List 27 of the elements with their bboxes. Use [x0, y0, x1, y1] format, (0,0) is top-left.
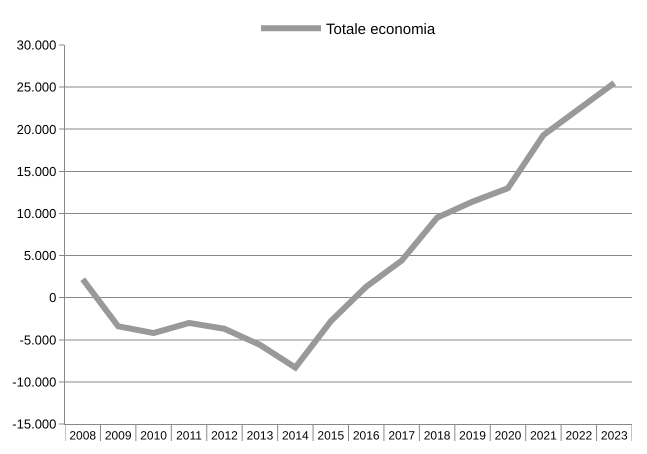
x-tick-label: 2009	[104, 428, 132, 442]
x-tick-label: 2020	[494, 428, 522, 442]
x-tick-label: 2018	[424, 428, 451, 442]
y-tick-label: 5.000	[24, 248, 56, 264]
y-tick-label: 25.000	[16, 80, 56, 95]
x-tick-label: 2021	[530, 428, 558, 442]
x-tick-label: 2016	[352, 428, 380, 442]
y-tick-label: 10.000	[16, 206, 56, 221]
y-tick-label: 30.000	[16, 38, 56, 53]
x-tick-label: 2008	[69, 428, 96, 442]
x-tick-label: 2011	[176, 428, 202, 442]
x-tick-label: 2017	[388, 428, 416, 442]
x-tick-label: 2019	[459, 428, 486, 442]
y-tick-label: 0	[49, 290, 56, 306]
x-tick-label: 2022	[565, 428, 593, 442]
y-tick-label: 15.000	[16, 164, 56, 179]
y-tick-label: -10.000	[12, 374, 56, 390]
y-tick-label: -15.000	[12, 416, 56, 432]
y-tick-label: 20.000	[16, 122, 56, 137]
y-tick-label: -5.000	[20, 332, 56, 348]
x-tick-label: 2023	[600, 428, 628, 442]
x-tick-label: 2015	[317, 428, 344, 442]
legend-label: Totale economia	[326, 21, 436, 38]
x-tick-label: 2012	[211, 428, 238, 442]
x-tick-label: 2010	[140, 428, 168, 442]
x-tick-label: 2013	[246, 428, 274, 442]
x-tick-label: 2014	[282, 428, 310, 442]
